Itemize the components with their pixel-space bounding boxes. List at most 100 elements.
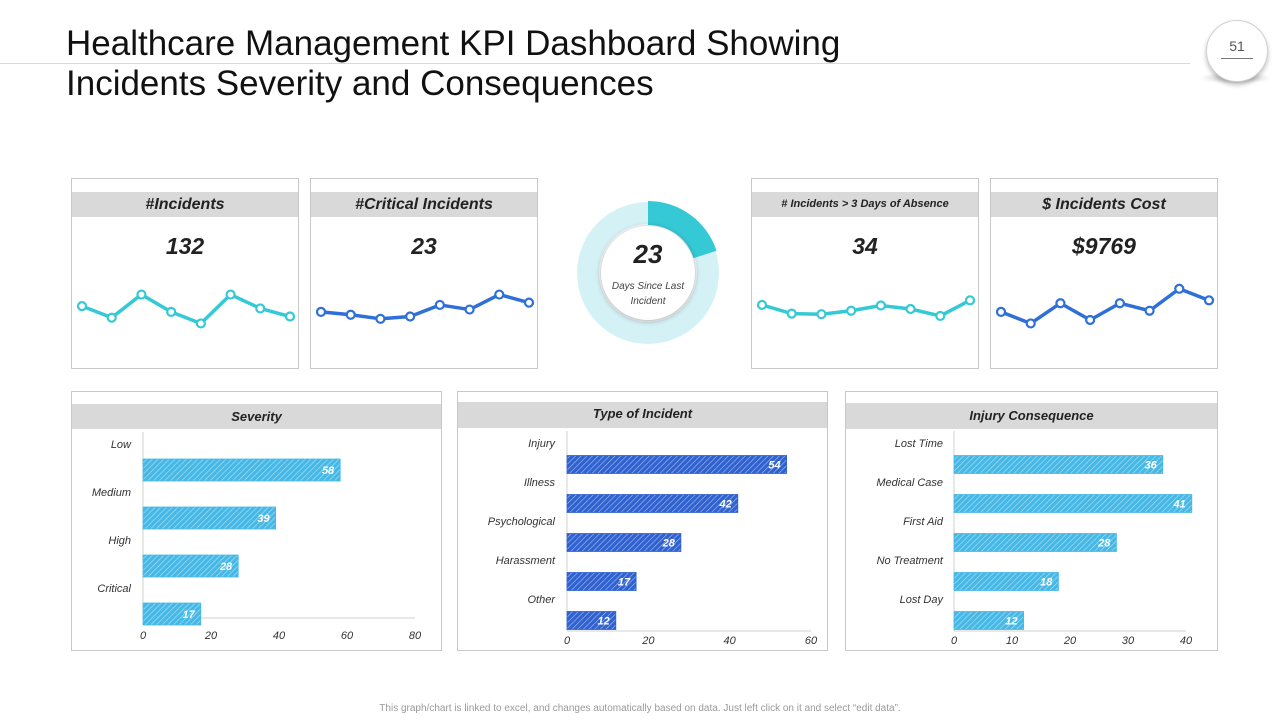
x-tick-label: 20	[641, 635, 655, 647]
sparkline-point	[1025, 318, 1036, 329]
category-label: Illness	[524, 477, 556, 489]
x-tick-label: 60	[805, 635, 818, 647]
sparkline-line	[81, 292, 291, 326]
kpi-value: $9769	[1072, 233, 1136, 259]
kpi-value: 23	[411, 233, 437, 259]
bar-value-label: 54	[768, 460, 780, 472]
kpi-card-incidents[interactable]: #Incidents 132	[71, 178, 299, 369]
category-label: Medical Case	[876, 477, 943, 489]
sparkline-line	[1000, 287, 1210, 326]
category-label: Other	[527, 594, 556, 606]
bar[interactable]	[566, 572, 637, 591]
bar[interactable]	[566, 611, 617, 630]
chart-title: Type of Incident	[458, 402, 827, 428]
x-tick-label: 60	[341, 630, 354, 642]
x-tick-label: 10	[1006, 635, 1019, 647]
sparkline-point	[846, 305, 857, 316]
x-tick-label: 80	[409, 630, 422, 642]
bar[interactable]	[566, 455, 788, 474]
sparkline-point	[405, 311, 416, 322]
category-label: No Treatment	[877, 555, 944, 567]
kpi-value: 132	[165, 233, 205, 259]
category-label: Lost Time	[895, 438, 943, 450]
bar[interactable]	[566, 494, 739, 513]
sparkline-point	[1144, 305, 1155, 316]
bar-value-label: 28	[1097, 538, 1111, 550]
donut-value: 23	[633, 239, 663, 269]
sparkline-point	[816, 309, 827, 320]
sparkline-point	[284, 311, 296, 322]
bar[interactable]	[953, 572, 1059, 591]
sparkline-point	[375, 313, 386, 324]
bar-value-label: 58	[322, 465, 335, 477]
bar[interactable]	[142, 602, 202, 626]
kpi-card-critical-incidents[interactable]: #Critical Incidents 23	[310, 178, 538, 369]
bar-value-label: 41	[1173, 499, 1186, 511]
sparkline-point	[345, 309, 356, 320]
sparkline-point	[1114, 298, 1125, 309]
category-label: Harassment	[496, 555, 556, 567]
incident-type-chart-card[interactable]: Type of Incident Injury 54 Illness 42 Psycho…	[457, 391, 828, 651]
injury-consequence-chart-card[interactable]: Injury Consequence Lost Time 36 Medical Ca…	[845, 391, 1218, 651]
bar[interactable]	[953, 455, 1164, 474]
incident-type-bar-chart: Injury 54 Illness 42 Psychological 28 Harassme…	[488, 431, 818, 647]
bar[interactable]	[953, 611, 1024, 630]
sparkline-point	[106, 312, 117, 323]
kpi-card-absence-incidents[interactable]: # Incidents > 3 Days of Absence 34	[751, 178, 979, 369]
donut-label: Days Since Last Incident	[611, 281, 685, 307]
injury-consequence-bar-chart: Lost Time 36 Medical Case 41 First Aid 28 No T…	[876, 431, 1193, 647]
bar-value-label: 12	[598, 616, 610, 628]
bar-value-label: 28	[219, 561, 233, 573]
page-number-underline	[1221, 58, 1253, 59]
sparkline-point	[136, 289, 147, 300]
page-number: 51	[1229, 38, 1245, 54]
bar-value-label: 28	[662, 538, 676, 550]
bar[interactable]	[953, 494, 1193, 513]
category-label: Critical	[97, 583, 131, 595]
kpi-card-header: #Incidents	[72, 192, 298, 217]
x-tick-label: 40	[273, 630, 286, 642]
bar[interactable]	[142, 554, 239, 578]
x-tick-label: 0	[564, 635, 571, 647]
bar-value-label: 12	[1005, 616, 1017, 628]
x-tick-label: 40	[724, 635, 737, 647]
sparkline-point	[1055, 298, 1066, 309]
sparkline-point	[434, 299, 445, 311]
kpi-value: 34	[852, 233, 878, 259]
sparkline-point	[255, 303, 266, 314]
kpi-sparkline	[756, 295, 976, 322]
sparkline-point	[523, 297, 535, 308]
category-label: Injury	[528, 438, 556, 450]
x-tick-label: 0	[140, 630, 147, 642]
severity-chart-card[interactable]: Severity Low 58 Medium 39 High 28 Critical 17 0 2…	[71, 391, 442, 651]
bar[interactable]	[142, 458, 341, 482]
days-since-incident-donut[interactable]: 23 Days Since Last Incident	[576, 201, 720, 345]
chart-title: Severity	[72, 404, 441, 429]
category-label: Medium	[92, 487, 131, 499]
bar[interactable]	[142, 506, 277, 530]
sparkline-point	[76, 301, 88, 312]
bar-value-label: 36	[1145, 460, 1158, 472]
page-title: Healthcare Management KPI Dashboard Show…	[66, 24, 841, 103]
bar[interactable]	[953, 533, 1117, 552]
sparkline-point	[195, 318, 206, 329]
bar-value-label: 17	[618, 577, 631, 589]
kpi-sparkline	[315, 289, 535, 324]
page-number-badge: 51	[1206, 20, 1268, 82]
x-tick-label: 20	[204, 630, 218, 642]
chart-title: Injury Consequence	[846, 403, 1217, 429]
sparkline-point	[1085, 314, 1096, 326]
sparkline-point	[935, 310, 946, 322]
sparkline-point	[905, 303, 916, 315]
bar-value-label: 42	[719, 499, 732, 511]
sparkline-point	[756, 299, 768, 311]
sparkline-point	[1174, 283, 1185, 294]
kpi-card-header: #Critical Incidents	[311, 192, 537, 217]
bar-value-label: 39	[257, 513, 270, 525]
bar[interactable]	[566, 533, 682, 552]
sparkline-point	[786, 308, 797, 319]
kpi-card-incidents-cost[interactable]: $ Incidents Cost $9769	[990, 178, 1218, 369]
x-tick-label: 0	[951, 635, 958, 647]
bar-value-label: 18	[1040, 577, 1053, 589]
kpi-sparkline	[76, 289, 296, 329]
